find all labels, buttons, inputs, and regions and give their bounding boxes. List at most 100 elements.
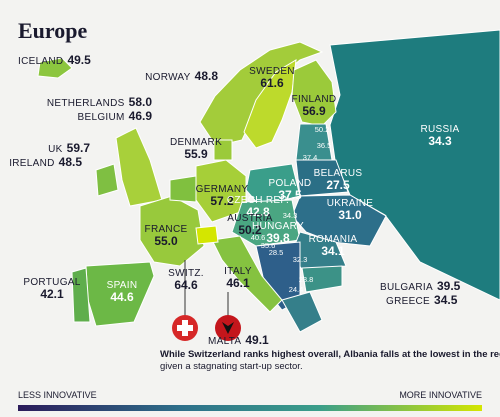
country-name: BULGARIA (380, 282, 433, 293)
country-value: 46.1 (226, 276, 250, 290)
country-label: AUSTRIA 50.2 (227, 213, 272, 237)
country-value: 27.5 (326, 178, 350, 192)
country-name: PORTUGAL (23, 277, 80, 288)
country-value: 49.5 (67, 53, 91, 67)
denmark (213, 139, 233, 161)
country-name: NETHERLANDS (47, 98, 125, 109)
country-name: RUSSIA (420, 124, 459, 135)
country-label: BELARUS 27.5 (314, 168, 363, 192)
country-label: NORWAY 48.8 (145, 69, 218, 83)
country-label: FINLAND 56.9 (292, 94, 337, 118)
switzerland (195, 225, 219, 245)
country-label: ITALY 46.1 (224, 266, 252, 290)
country-label: PORTUGAL 42.1 (23, 277, 80, 301)
small-value: 35.6 (261, 241, 276, 250)
country-name: UKRAINE (327, 198, 374, 209)
portugal (71, 267, 91, 323)
central-europe (231, 199, 301, 247)
country-value: 55.9 (184, 147, 208, 161)
country-label: HUNGARY 39.8 (252, 221, 304, 245)
country-value: 50.2 (238, 223, 262, 237)
note-bold: While Switzerland ranks highest overall,… (160, 349, 500, 360)
small-value: 32.3 (293, 255, 308, 264)
country-label: GERMANY 57.2 (196, 184, 249, 208)
country-label: SPAIN 44.6 (107, 280, 138, 304)
country-name: SPAIN (107, 280, 138, 291)
highlight-icons (172, 260, 241, 341)
country-name: BELGIUM (78, 112, 125, 123)
country-label: UKRAINE 31.0 (327, 198, 374, 222)
greece (281, 291, 323, 333)
country-name: HUNGARY (252, 221, 304, 232)
country-name: ITALY (224, 266, 252, 277)
country-value: 37.5 (278, 188, 302, 202)
country-value: 42.8 (246, 205, 270, 219)
country-label: IRELAND 48.5 (9, 155, 82, 169)
cross (177, 325, 193, 331)
legend-bar (18, 405, 482, 411)
legend-low: LESS INNOVATIVE (18, 390, 97, 400)
small-value: 24.4 (289, 285, 304, 294)
country-label: MALTA 49.1 (208, 333, 269, 347)
note: given a stagnating start-up sector. (160, 361, 303, 372)
country-label: SWEDEN 61.6 (249, 66, 295, 90)
italy (211, 235, 283, 313)
country-value: 61.6 (260, 76, 284, 90)
country-value: 56.9 (302, 104, 326, 118)
country-name: SWEDEN (249, 66, 295, 77)
country-label: BELGIUM 46.9 (78, 109, 153, 123)
country-name: UK (48, 144, 63, 155)
eagle (222, 322, 234, 334)
country-label: POLAND 37.5 (269, 178, 312, 202)
country-value: 39.5 (437, 279, 461, 293)
small-value: 50.2 (315, 125, 330, 134)
country-name: AUSTRIA (227, 213, 272, 224)
country-value: 44.6 (110, 290, 134, 304)
note-rest: given a stagnating start-up sector. (160, 361, 303, 372)
country-value: 57.2 (210, 194, 234, 208)
country-value: 59.7 (67, 141, 91, 155)
small-value: 36.5 (317, 141, 332, 150)
country-name: GERMANY (196, 184, 249, 195)
country-value: 58.0 (129, 95, 153, 109)
country-label: UK 59.7 (48, 141, 90, 155)
country-label: FRANCE 55.0 (145, 224, 188, 248)
country-name: DENMARK (170, 137, 222, 148)
country-name: IRELAND (9, 158, 54, 169)
country-value: 46.9 (129, 109, 153, 123)
country-value: 48.8 (195, 69, 219, 83)
country-name: ICELAND (18, 56, 63, 67)
bulgaria (301, 265, 343, 293)
country-name: FINLAND (292, 94, 337, 105)
country-value: 49.1 (245, 333, 269, 347)
country-name: NORWAY (145, 72, 191, 83)
labels: ICELAND 49.5 NORWAY 48.8 SWEDEN 61.6 FINLAND 56… (9, 53, 460, 347)
title: Europe (18, 18, 88, 43)
iceland (37, 57, 73, 79)
country-value: 31.0 (338, 208, 362, 222)
country-label: CZECH REP. 42.8 (227, 195, 289, 219)
country-name: POLAND (269, 178, 312, 189)
country-name: GREECE (386, 296, 430, 307)
country-label: GREECE 34.5 (386, 293, 458, 307)
country-value: 48.5 (59, 155, 83, 169)
country-label: DENMARK 55.9 (170, 137, 222, 161)
finland (291, 59, 337, 127)
countries (37, 29, 500, 333)
country-label: SWITZ. 64.6 (168, 268, 204, 292)
country-name: MALTA (208, 336, 241, 347)
country-name: CZECH REP. (227, 195, 289, 206)
legend-high: MORE INNOVATIVE (399, 390, 482, 400)
baltics (295, 123, 333, 161)
country-value: 34.5 (434, 293, 458, 307)
country-value: 34.1 (321, 244, 345, 258)
small-value: 37.4 (303, 153, 318, 162)
country-name: FRANCE (145, 224, 188, 235)
country-label: BULGARIA 39.5 (380, 279, 461, 293)
country-label: ROMANIA 34.1 (309, 234, 358, 258)
country-value: 42.1 (40, 287, 64, 301)
country-name: SWITZ. (168, 268, 204, 279)
country-label: ICELAND 49.5 (18, 53, 91, 67)
country-value: 39.8 (266, 231, 290, 245)
